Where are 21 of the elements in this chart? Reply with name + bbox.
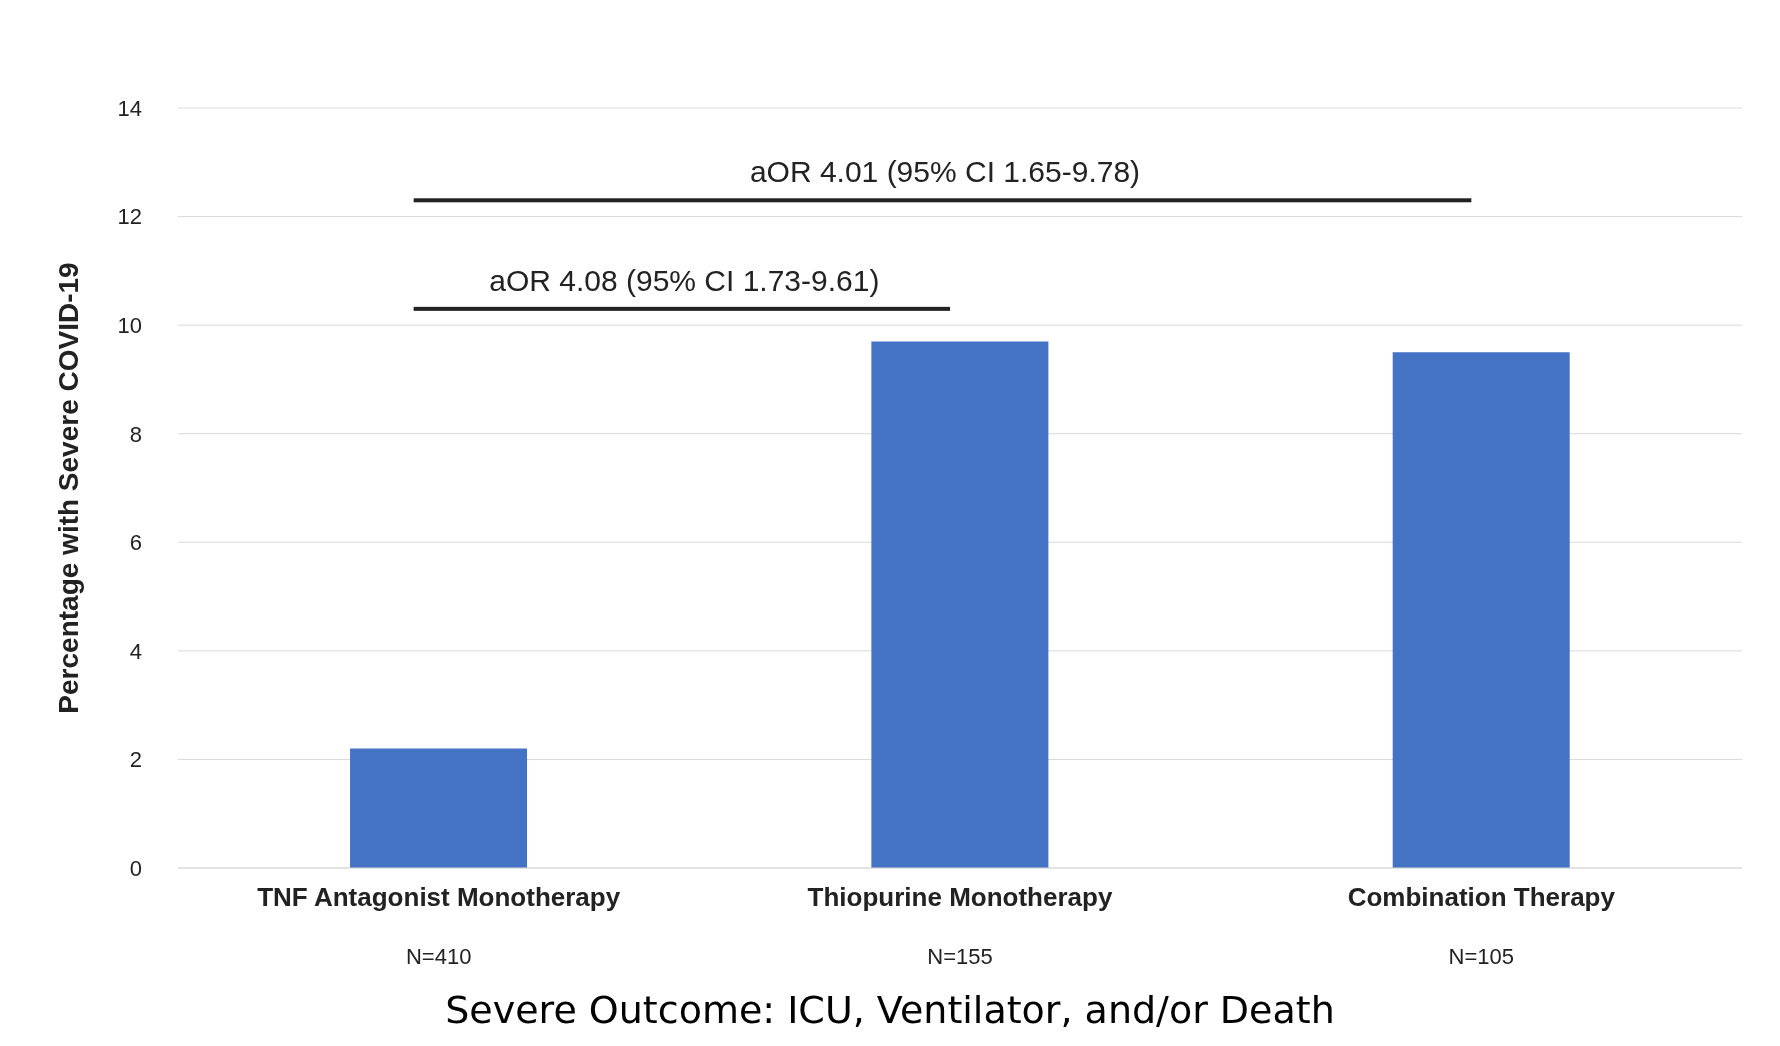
bar (1392, 352, 1570, 868)
bar (871, 341, 1049, 868)
bar (350, 748, 528, 868)
x-tick-label: TNF Antagonist Monotherapy (257, 882, 621, 912)
y-tick-label: 10 (117, 312, 142, 338)
x-tick-label: Combination Therapy (1347, 882, 1616, 912)
y-tick-label: 8 (129, 421, 142, 447)
y-tick-label: 4 (129, 638, 142, 664)
y-tick-label: 2 (129, 747, 142, 773)
y-tick-label: 12 (117, 204, 142, 230)
y-tick-label: 14 (117, 95, 142, 121)
text: Severe Outcome: ICU, Ventilator, and/or Death (444, 988, 1336, 1032)
annotation: aOR 4.01 (95% CI 1.65-9.78) (749, 155, 1141, 189)
text: N=105 (1448, 944, 1515, 969)
y-tick-label: 6 (129, 530, 142, 556)
x-tick-label: Thiopurine Monotherapy (807, 882, 1113, 912)
text: N=410 (405, 944, 472, 969)
text: N=155 (927, 944, 993, 969)
annotation: aOR 4.08 (95% CI 1.73-9.61) (489, 263, 880, 297)
y-axis-title: Percentage with Severe COVID-19 (52, 262, 84, 714)
y-tick-label: 0 (129, 855, 142, 881)
